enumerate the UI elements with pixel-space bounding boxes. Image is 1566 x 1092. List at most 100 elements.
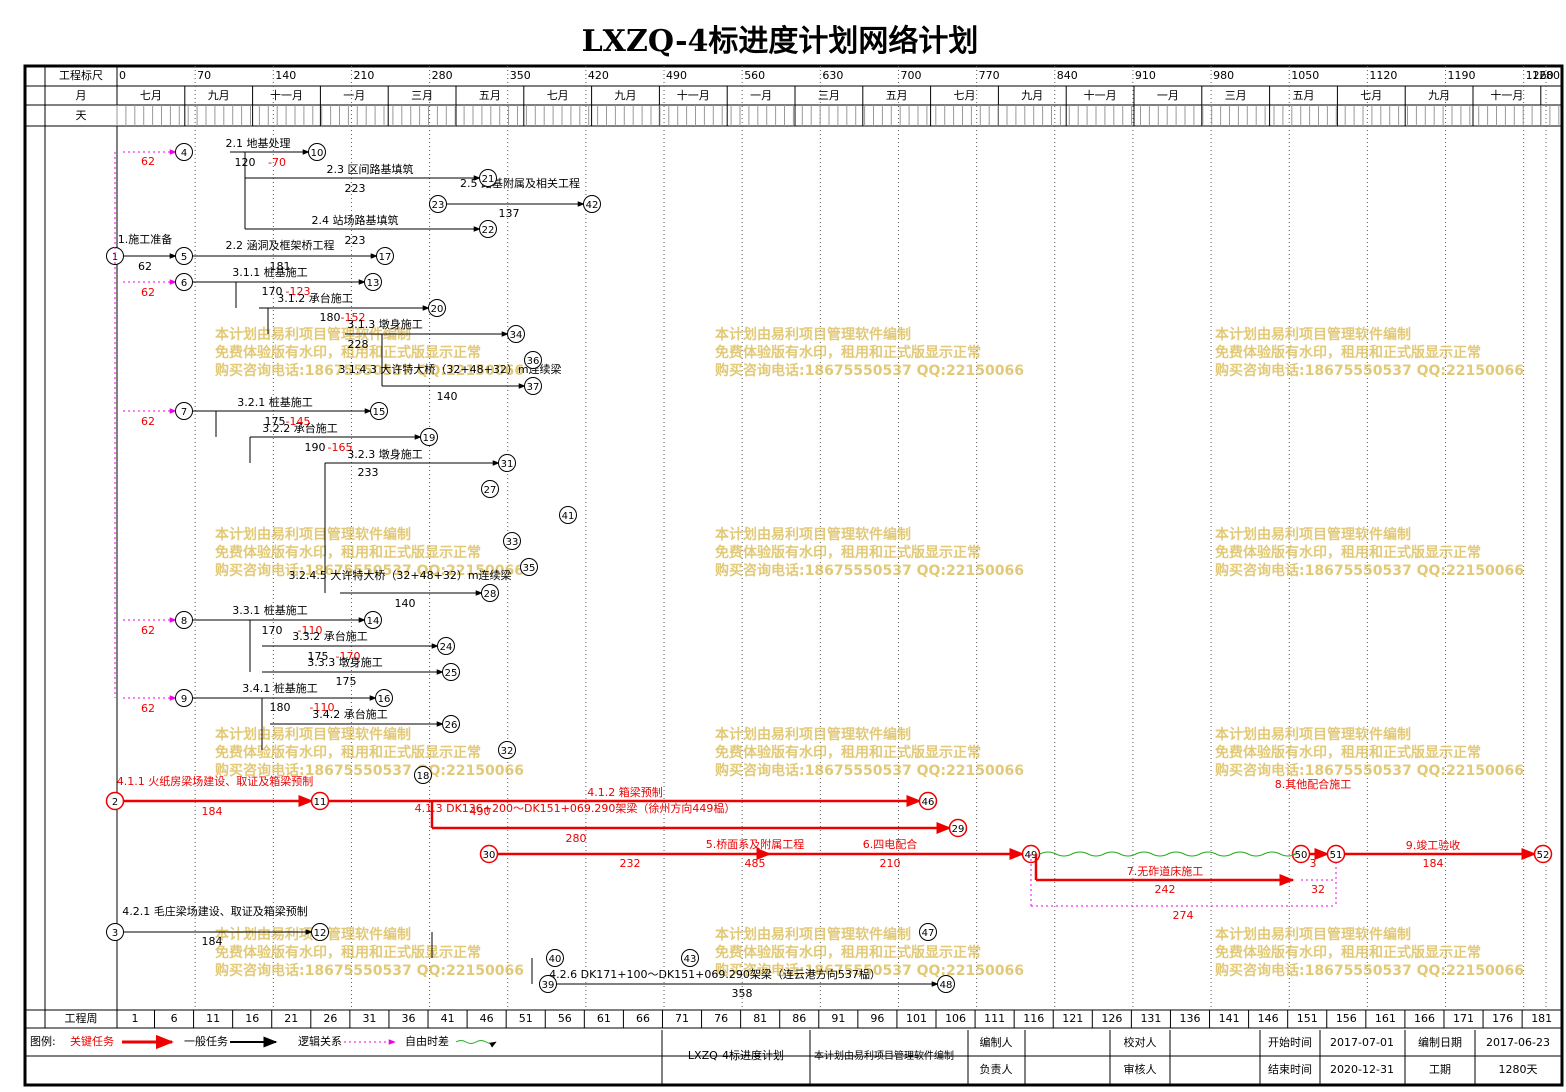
node	[175, 402, 193, 420]
week: 26	[323, 1012, 337, 1025]
task-duration: 358	[732, 987, 753, 1000]
field: 审核人	[1124, 1062, 1157, 1076]
week: 171	[1453, 1012, 1474, 1025]
node	[364, 611, 382, 629]
node-label: 37	[527, 382, 540, 393]
node	[420, 428, 438, 446]
watermark: 本计划由易利项目管理软件编制	[715, 326, 911, 343]
month: 九月	[1428, 89, 1450, 102]
watermark: 本计划由易利项目管理软件编制	[1215, 526, 1411, 543]
week: 76	[714, 1012, 728, 1025]
field: 2017-06-23	[1486, 1036, 1550, 1049]
free-float-label: 274	[1173, 909, 1194, 922]
watermark: 免费体验版有水印，租用和正式版显示正常	[215, 744, 481, 761]
task-duration: 242	[1155, 883, 1176, 896]
task-name: 3.3.2 承台施工	[292, 629, 368, 643]
task-duration: 140	[395, 597, 416, 610]
node-label: 40	[549, 954, 562, 965]
watermark: 购买咨询电话:18675550537 QQ:22150066	[715, 762, 1024, 779]
task-name: 5.桥面系及附属工程	[706, 837, 805, 851]
node-label: 33	[506, 537, 519, 548]
scale-tick: 490	[666, 69, 687, 82]
node-label: 27	[484, 485, 497, 496]
task-duration: 210	[880, 857, 901, 870]
field: 编制日期	[1418, 1035, 1462, 1049]
month: 三月	[1225, 89, 1247, 102]
node-label: 22	[482, 225, 495, 236]
watermark: 购买咨询电话:18675550537 QQ:22150066	[215, 562, 524, 579]
task-name: 2.1 地基处理	[226, 137, 291, 150]
field: 1280天	[1499, 1063, 1538, 1076]
month: 九月	[615, 89, 637, 102]
task-duration: 490	[470, 805, 491, 818]
week: 151	[1297, 1012, 1318, 1025]
watermark: 本计划由易利项目管理软件编制	[1215, 926, 1411, 943]
node	[479, 844, 499, 864]
month: 九月	[1021, 89, 1043, 102]
free-float-label: 62	[141, 702, 155, 715]
scale-tick: 140	[275, 69, 296, 82]
task-name: 2.3 区间路基填筑	[327, 162, 414, 176]
watermark: 免费体验版有水印，租用和正式版显示正常	[215, 944, 481, 961]
node	[524, 377, 542, 395]
free-float-label: 62	[141, 155, 155, 168]
node-label: 19	[423, 433, 436, 444]
other-label: 232	[620, 857, 641, 870]
week: 11	[206, 1012, 220, 1025]
watermark: 免费体验版有水印，租用和正式版显示正常	[1215, 344, 1481, 361]
watermark: 免费体验版有水印，租用和正式版显示正常	[715, 944, 981, 961]
week: 61	[597, 1012, 611, 1025]
task-name: 7.无砟道床施工	[1127, 864, 1204, 878]
task-name: 3.2.2 承台施工	[262, 421, 338, 435]
node	[681, 949, 699, 967]
task-name: 3.1.4.3 大许特大桥（32+48+32）m连续梁	[338, 362, 561, 376]
task-duration: 223	[345, 182, 366, 195]
task-duration: 175	[265, 415, 286, 428]
scale-tick: 1050	[1291, 69, 1319, 82]
node	[442, 663, 460, 681]
week: 141	[1219, 1012, 1240, 1025]
task-name: 3.4.2 承台施工	[312, 707, 388, 721]
task-duration: 184	[202, 935, 223, 948]
node-label: 17	[379, 252, 392, 263]
task-name: 4.2.6 DK171+100～DK151+069.290架梁（连云港方向537…	[549, 967, 881, 981]
node	[175, 143, 193, 161]
node	[370, 402, 388, 420]
task-name: 8.其他配合施工	[1275, 777, 1352, 791]
node-label: 24	[440, 642, 453, 653]
node	[918, 791, 938, 811]
week: 1	[132, 1012, 139, 1025]
software: 本计划由易利项目管理软件编制	[814, 1049, 954, 1062]
watermark: 免费体验版有水印，租用和正式版显示正常	[715, 344, 981, 361]
week: 91	[831, 1012, 845, 1025]
node	[175, 689, 193, 707]
node-label: 36	[527, 356, 540, 367]
task-float: -170	[336, 650, 361, 663]
node	[1533, 844, 1553, 864]
free-float-label: 32	[1311, 883, 1325, 896]
week: 41	[441, 1012, 455, 1025]
watermark: 购买咨询电话:18675550537 QQ:22150066	[1215, 762, 1524, 779]
node-label: 3	[112, 928, 118, 939]
week: 181	[1531, 1012, 1552, 1025]
node-label: 41	[562, 511, 575, 522]
node-label: 4	[181, 148, 187, 159]
task-duration: 137	[499, 207, 520, 220]
week: 111	[984, 1012, 1005, 1025]
node-label: 29	[952, 824, 965, 835]
node-label: 32	[501, 746, 514, 757]
footer: LXZQ-4标进度计划 本计划由易利项目管理软件编制 编制人 校对人 开始时间 …	[688, 1035, 1550, 1076]
free-float-label: 62	[141, 415, 155, 428]
node	[507, 325, 525, 343]
node-label: 21	[482, 174, 495, 185]
week: 86	[792, 1012, 806, 1025]
task-name: 3.1.1 桩基施工	[232, 265, 308, 279]
watermark: 本计划由易利项目管理软件编制	[215, 726, 411, 743]
task-duration: 180	[320, 311, 341, 324]
week: 81	[753, 1012, 767, 1025]
watermark: 购买咨询电话:18675550537 QQ:22150066	[715, 962, 1024, 979]
node-label: 14	[367, 616, 380, 627]
month: 七月	[954, 89, 976, 102]
watermark: 购买咨询电话:18675550537 QQ:22150066	[215, 962, 524, 979]
